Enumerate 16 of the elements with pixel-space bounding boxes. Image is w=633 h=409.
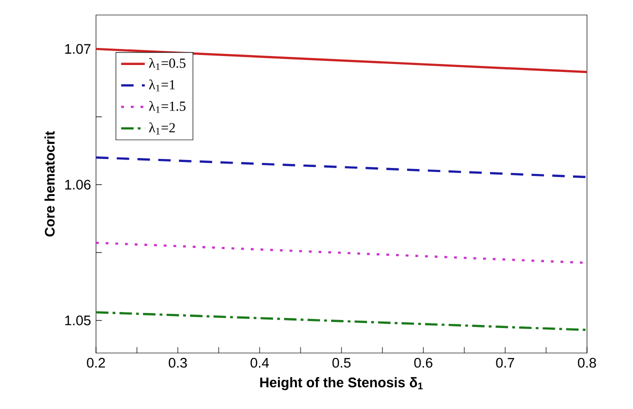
- legend-label: λ$_{1}$=1.5: [149, 100, 186, 113]
- x-tick-label: 0.4: [250, 358, 269, 368]
- y-tick-label: 1.07: [65, 44, 90, 54]
- x-tick-label: 0.5: [332, 358, 351, 368]
- y-axis-title: Core hematocrit: [44, 131, 55, 236]
- x-tick-label: 0.3: [168, 358, 187, 368]
- x-tick-label: 0.7: [496, 358, 514, 368]
- y-tick-label: 1.06: [65, 180, 91, 190]
- legend-label: λ$_{1}$=0.5: [149, 58, 186, 70]
- x-axis-title: Height of the Stenosis δ$_{1}$: [260, 377, 423, 390]
- x-tick-label: 0.6: [414, 358, 432, 368]
- x-tick-label: 0.8: [578, 358, 596, 368]
- x-tick-label: 0.2: [86, 358, 105, 368]
- y-tick-label: 1.05: [65, 316, 91, 326]
- legend-label: λ$_{1}$=2: [149, 122, 175, 134]
- legend-label: λ$_{1}$=1: [149, 79, 175, 92]
